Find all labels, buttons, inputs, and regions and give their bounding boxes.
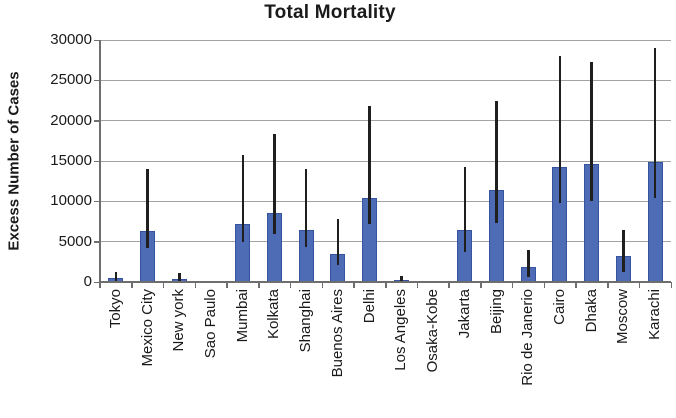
x-tick-label: Dhaka	[582, 289, 600, 333]
x-tick-label: Los Angeles	[392, 289, 410, 371]
x-tick-label: Rio de Janerio	[519, 289, 537, 386]
x-tick-label: Buenos Aires	[328, 289, 346, 378]
y-tick-label: 25000	[50, 71, 92, 89]
x-tick-label: New york	[170, 289, 188, 352]
x-axis-tick	[226, 282, 228, 288]
error-bar	[653, 48, 657, 199]
x-axis-tick	[448, 282, 450, 288]
y-tick-label: 5000	[58, 232, 92, 250]
x-tick-label: Cairo	[550, 289, 568, 325]
x-tick-label: Sao Paulo	[202, 289, 220, 359]
error-bar	[241, 155, 244, 242]
y-axis-tick	[94, 200, 100, 203]
x-axis-tick	[607, 282, 609, 288]
error-bar	[304, 169, 308, 248]
y-axis-tick	[94, 79, 100, 82]
error-bar	[336, 219, 340, 266]
x-tick-label: Mumbai	[233, 289, 251, 343]
x-axis-tick	[321, 282, 324, 288]
y-axis-tick	[94, 120, 100, 122]
error-bar	[495, 101, 498, 224]
x-axis-tick	[480, 282, 482, 288]
x-axis-tick	[416, 282, 419, 288]
error-bar	[368, 106, 371, 224]
x-axis-tick	[575, 282, 577, 288]
error-bar	[400, 275, 403, 282]
x-axis-tick	[289, 282, 292, 288]
x-axis-tick	[353, 282, 355, 288]
gridline	[100, 160, 671, 162]
x-tick-label: Beijing	[487, 289, 505, 335]
x-axis-tick	[638, 282, 641, 288]
error-bar	[273, 134, 276, 234]
y-tick-label: 20000	[50, 111, 92, 129]
error-bar	[558, 56, 562, 203]
gridline	[100, 39, 671, 41]
x-axis-line	[98, 281, 671, 283]
x-axis-tick	[385, 282, 387, 288]
x-axis-tick	[162, 282, 165, 288]
plot-area	[100, 39, 671, 284]
error-bar	[527, 249, 530, 278]
y-tick-label: 30000	[50, 31, 92, 48]
chart-title: Total Mortality	[264, 2, 396, 23]
x-tick-label: Moscow	[614, 289, 632, 345]
x-tick-label: Delhi	[360, 289, 378, 324]
y-axis-tick	[94, 281, 100, 283]
x-axis-tick	[131, 282, 133, 288]
x-tick-label: Karachi	[646, 289, 664, 340]
error-bar	[178, 273, 181, 282]
error-bar	[146, 169, 149, 249]
y-axis-tick	[94, 160, 100, 162]
x-tick-label: Tokyo	[106, 289, 124, 329]
y-tick-label: 10000	[50, 192, 92, 210]
x-axis-tick	[511, 282, 514, 288]
error-bar	[463, 167, 467, 253]
x-tick-label: Shanghai	[297, 289, 315, 353]
x-axis-tick	[258, 282, 260, 288]
x-axis-tick	[194, 282, 197, 288]
gridline	[100, 120, 671, 122]
error-bar	[114, 272, 118, 282]
x-axis-tick	[543, 282, 546, 288]
error-bar	[590, 61, 593, 201]
y-axis-line	[98, 40, 101, 288]
x-tick-label: Jakarta	[455, 289, 473, 339]
gridline	[100, 241, 671, 243]
y-tick-label: 0	[83, 273, 92, 290]
x-tick-label: Osaka-Kobe	[424, 289, 442, 373]
y-axis-tick	[94, 241, 100, 243]
gridline	[100, 200, 671, 202]
x-tick-label: Kolkata	[265, 289, 283, 340]
y-tick-label: 15000	[50, 152, 92, 169]
error-bar	[622, 229, 625, 273]
x-tick-label: Mexico City	[138, 289, 156, 367]
x-axis-tick	[670, 282, 672, 288]
y-axis-tick	[94, 39, 100, 41]
gridline	[100, 79, 671, 81]
